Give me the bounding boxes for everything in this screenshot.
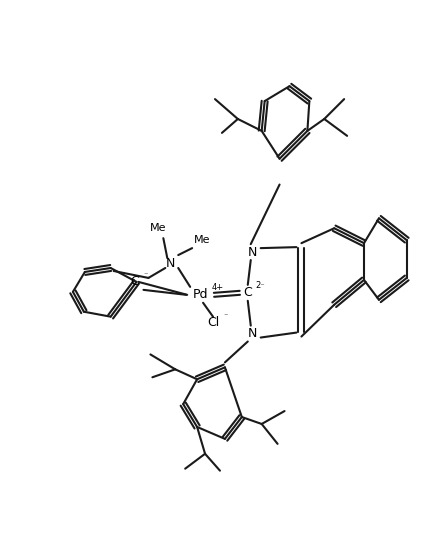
Text: 4+: 4+ bbox=[212, 283, 224, 292]
Text: N: N bbox=[165, 256, 175, 270]
Text: ⁻: ⁻ bbox=[143, 270, 147, 279]
Text: N: N bbox=[248, 327, 257, 340]
Text: C: C bbox=[130, 276, 138, 288]
Text: Me: Me bbox=[193, 235, 210, 245]
Text: ⁻: ⁻ bbox=[222, 312, 227, 320]
Text: N: N bbox=[248, 246, 257, 258]
Text: C: C bbox=[243, 286, 252, 300]
Text: 2⁻: 2⁻ bbox=[255, 281, 265, 290]
Text: Cl: Cl bbox=[206, 316, 219, 329]
Text: Me: Me bbox=[150, 223, 166, 233]
Text: Pd: Pd bbox=[192, 288, 207, 301]
